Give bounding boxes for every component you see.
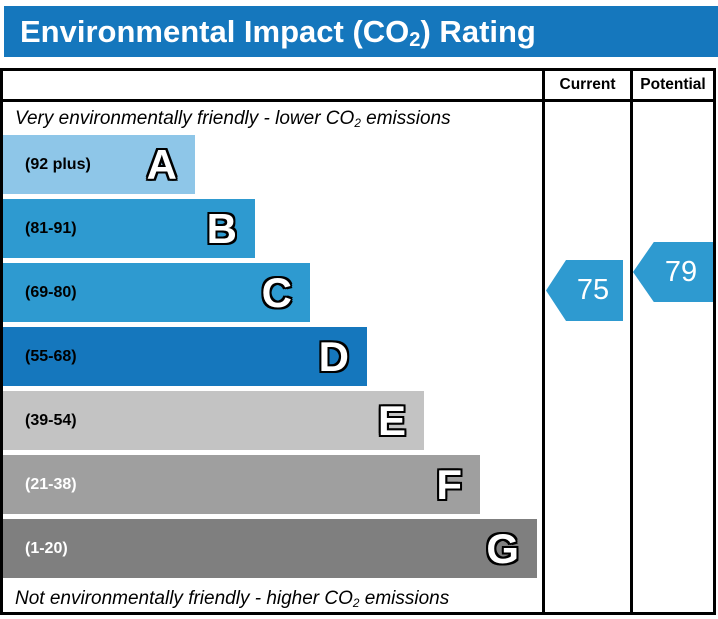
band-letter: B: [206, 204, 237, 252]
potential-column: 79: [630, 102, 713, 614]
header-chart-cell: [3, 71, 542, 102]
title-subscript: 2: [409, 28, 421, 51]
potential-arrow: 79: [633, 242, 713, 302]
band-range: (55-68): [25, 347, 77, 365]
band-letter: A: [146, 140, 177, 188]
caption-top-text: Very environmentally friendly - lower CO…: [15, 107, 451, 130]
band-g: (1-20) G: [3, 519, 537, 578]
page-title: Environmental Impact (CO2) Rating: [20, 13, 536, 51]
caption-top: Very environmentally friendly - lower CO…: [3, 102, 542, 135]
caption-bottom: Not environmentally friendly - higher CO…: [3, 583, 542, 614]
band-letter: C: [261, 268, 292, 316]
potential-value: 79: [664, 255, 698, 288]
band-a: (92 plus) A: [3, 135, 195, 194]
current-arrow: 75: [546, 260, 623, 321]
band-d: (55-68) D: [3, 327, 367, 386]
current-column: 75: [542, 102, 630, 614]
band-range: (81-91): [25, 219, 77, 237]
band-letter: F: [436, 460, 462, 508]
band-letter: E: [377, 396, 406, 444]
caption-top-subscript: 2: [354, 116, 361, 130]
band-letter: G: [486, 524, 519, 572]
band-range: (39-54): [25, 411, 77, 429]
caption-bottom-subscript: 2: [352, 596, 360, 610]
header-current: Current: [542, 71, 630, 102]
caption-bottom-text: Not environmentally friendly - higher CO…: [15, 587, 450, 610]
band-range: (69-80): [25, 283, 77, 301]
band-letter: D: [318, 332, 349, 380]
band-b: (81-91) B: [3, 199, 255, 258]
band-range: (92 plus): [25, 155, 91, 173]
rating-table: Current Potential Very environmentally f…: [0, 68, 716, 615]
header-potential: Potential: [630, 71, 713, 102]
band-range: (21-38): [25, 475, 77, 493]
chart-title-bar: Environmental Impact (CO2) Rating: [4, 6, 718, 57]
band-range: (1-20): [25, 539, 68, 557]
bands-column: Very environmentally friendly - lower CO…: [3, 102, 542, 614]
band-f: (21-38) F: [3, 455, 480, 514]
current-value: 75: [576, 274, 610, 306]
band-c: (69-80) C: [3, 263, 310, 322]
band-e: (39-54) E: [3, 391, 424, 450]
